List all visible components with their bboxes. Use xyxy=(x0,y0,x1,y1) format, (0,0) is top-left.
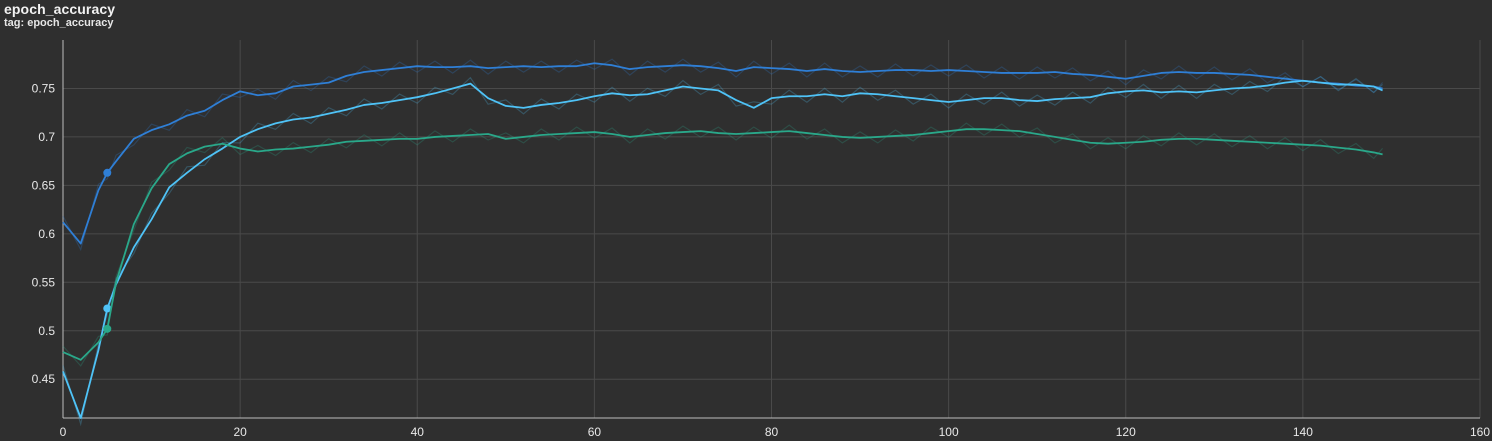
series-0-raw-line xyxy=(62,58,1384,252)
x-tick-label: 40 xyxy=(411,425,425,439)
x-tick-label: 60 xyxy=(588,425,602,439)
grid-layer xyxy=(62,40,1481,419)
y-tick-label: 0.55 xyxy=(32,275,56,289)
y-tick-label: 0.7 xyxy=(38,130,55,144)
series-2-marker xyxy=(103,324,112,333)
series-1-raw-line xyxy=(62,75,1383,427)
y-tick-label: 0.6 xyxy=(38,227,55,241)
x-tick-labels: 0 20 40 60 80 100 120 140 160 xyxy=(60,425,1491,439)
y-tick-labels: 0.45 0.5 0.55 0.6 0.65 0.7 0.75 xyxy=(32,81,56,386)
y-tick-label: 0.65 xyxy=(32,178,56,192)
chart-title: epoch_accuracy xyxy=(4,1,116,17)
x-tick-label: 140 xyxy=(1293,425,1313,439)
y-tick-label: 0.5 xyxy=(38,324,55,338)
y-tick-label: 0.45 xyxy=(32,372,56,386)
chart-tag: tag: epoch_accuracy xyxy=(4,17,114,29)
series-0-marker xyxy=(103,168,112,177)
series-1-line xyxy=(62,79,1383,419)
x-tick-label: 80 xyxy=(765,425,779,439)
x-tick-label: 100 xyxy=(939,425,959,439)
x-tick-label: 120 xyxy=(1116,425,1136,439)
series-2-raw-line xyxy=(62,122,1384,367)
x-tick-label: 0 xyxy=(60,425,67,439)
series-1-marker xyxy=(103,304,112,313)
series-2-line xyxy=(62,128,1383,361)
series-layer xyxy=(62,58,1384,427)
x-tick-label: 20 xyxy=(233,425,247,439)
series-0-line xyxy=(62,62,1383,245)
y-tick-label: 0.75 xyxy=(32,81,56,95)
x-tick-label: 160 xyxy=(1470,425,1490,439)
